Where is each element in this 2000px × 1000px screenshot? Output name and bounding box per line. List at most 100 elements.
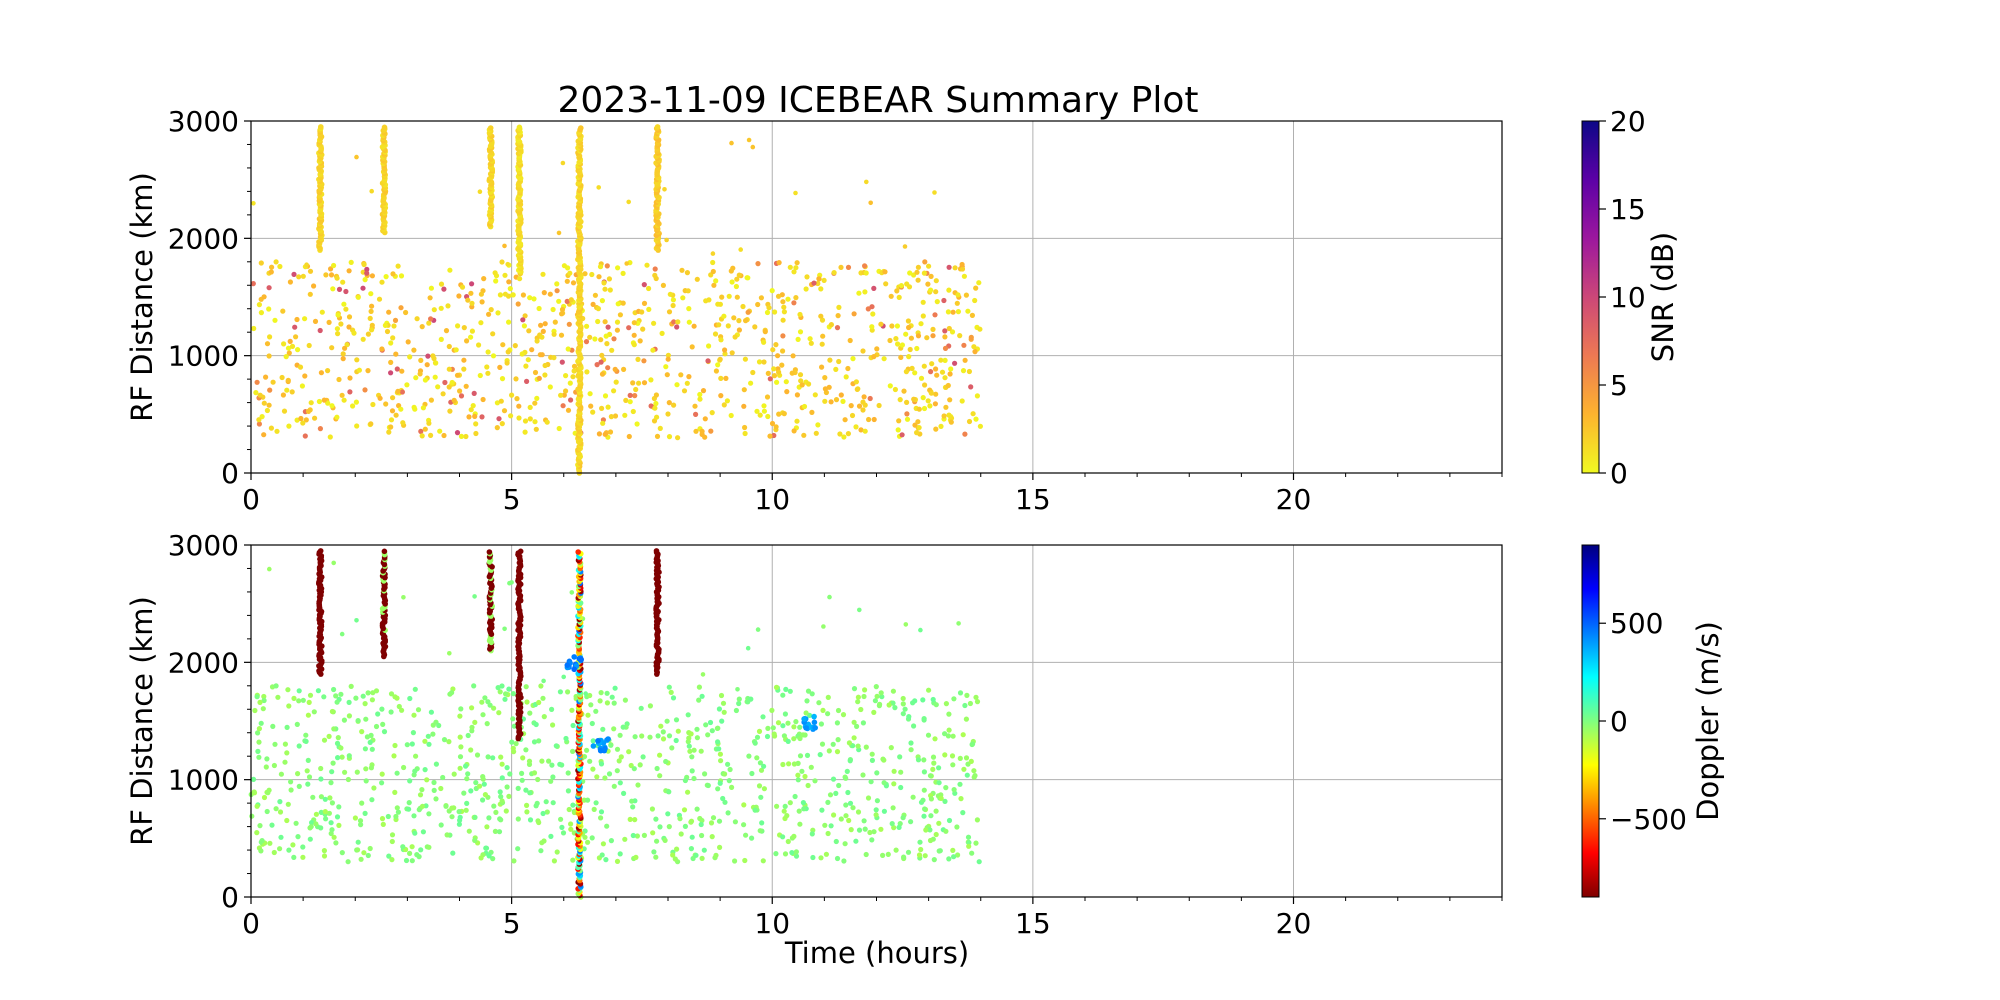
snr-point	[478, 291, 484, 297]
snr-point	[794, 260, 800, 266]
doppler-point	[254, 830, 260, 836]
doppler-point	[569, 590, 575, 595]
doppler-point	[533, 803, 539, 809]
doppler-point	[663, 758, 669, 765]
doppler-point	[416, 807, 422, 813]
snr-point	[379, 279, 385, 285]
doppler-point	[570, 722, 576, 729]
snr-point	[966, 368, 973, 375]
snr-point	[928, 390, 935, 396]
doppler-point	[367, 845, 373, 852]
snr-point	[664, 372, 670, 378]
doppler-point	[411, 813, 417, 819]
snr-point	[728, 412, 734, 419]
snr-point	[915, 264, 922, 270]
doppler-point	[616, 758, 622, 764]
doppler-point	[862, 826, 868, 832]
doppler-point	[277, 799, 283, 805]
doppler-point	[329, 800, 335, 806]
snr-point	[264, 341, 271, 347]
doppler-point	[791, 761, 798, 767]
snr-point	[950, 309, 956, 315]
snr-point	[755, 301, 761, 308]
snr-point	[915, 419, 921, 425]
doppler-point	[593, 708, 599, 714]
doppler-point	[633, 854, 639, 861]
snr-point	[599, 405, 605, 411]
snr-point	[973, 416, 979, 422]
snr-point	[473, 421, 479, 427]
doppler-point	[881, 780, 887, 786]
snr-point	[532, 369, 539, 376]
doppler-point	[891, 781, 897, 787]
doppler-point	[760, 714, 766, 720]
doppler-point	[797, 753, 804, 759]
doppler-point	[270, 723, 276, 730]
snr-point	[524, 378, 530, 384]
doppler-point	[614, 768, 620, 774]
snr-point	[420, 405, 426, 411]
snr-point	[942, 375, 948, 381]
doppler-point	[355, 718, 361, 724]
doppler-point	[472, 837, 478, 844]
doppler-point	[412, 830, 418, 836]
snr-point	[815, 422, 821, 428]
doppler-point	[456, 809, 462, 815]
snr-point	[428, 316, 434, 322]
doppler-point	[620, 724, 626, 730]
snr-point	[355, 294, 361, 300]
snr-point	[509, 392, 515, 398]
doppler-point	[538, 848, 544, 854]
doppler-point	[550, 722, 556, 728]
snr-point	[654, 433, 661, 439]
doppler-point	[540, 810, 546, 817]
snr-point	[663, 364, 669, 370]
doppler-point	[787, 800, 793, 806]
doppler-point	[686, 735, 692, 741]
snr-point	[776, 369, 782, 375]
doppler-point	[438, 785, 444, 792]
doppler-point	[689, 768, 695, 774]
snr-colorbar-bar	[1581, 120, 1600, 474]
snr-point	[866, 416, 872, 423]
doppler-point	[309, 820, 315, 826]
doppler-point	[551, 858, 558, 864]
snr-point	[648, 403, 654, 409]
snr-point	[602, 393, 609, 399]
doppler-point	[617, 732, 623, 738]
snr-point	[818, 286, 824, 292]
snr-point	[411, 347, 417, 353]
snr-point	[686, 319, 692, 325]
doppler-point	[426, 741, 432, 747]
doppler-point	[896, 824, 902, 831]
snr-point	[348, 259, 354, 265]
doppler-colorbar-tick-label: 500	[1610, 607, 1663, 640]
snr-point	[469, 300, 475, 306]
snr-point	[854, 386, 860, 392]
snr-point	[916, 425, 922, 431]
doppler-point	[632, 734, 638, 740]
doppler-point	[438, 822, 444, 828]
doppler-point	[700, 672, 706, 677]
doppler-point	[584, 747, 590, 753]
doppler-point	[902, 706, 908, 712]
snr-point	[453, 347, 459, 353]
snr-point	[588, 403, 594, 409]
snr-point	[791, 428, 797, 434]
snr-point	[899, 432, 905, 438]
doppler-point	[504, 784, 510, 790]
doppler-point	[752, 807, 758, 813]
snr-point	[861, 394, 867, 400]
doppler-point	[255, 748, 261, 755]
doppler-colorbar-label: Doppler (m/s)	[1691, 621, 1725, 821]
snr-point	[809, 409, 815, 415]
doppler-point	[391, 753, 397, 759]
doppler-point	[267, 840, 273, 846]
doppler-point	[774, 803, 780, 809]
doppler-point	[770, 725, 776, 731]
doppler-point	[764, 733, 771, 740]
doppler-point	[920, 797, 926, 803]
doppler-point	[404, 742, 410, 748]
doppler-point	[511, 858, 517, 864]
doppler-point	[539, 840, 545, 846]
